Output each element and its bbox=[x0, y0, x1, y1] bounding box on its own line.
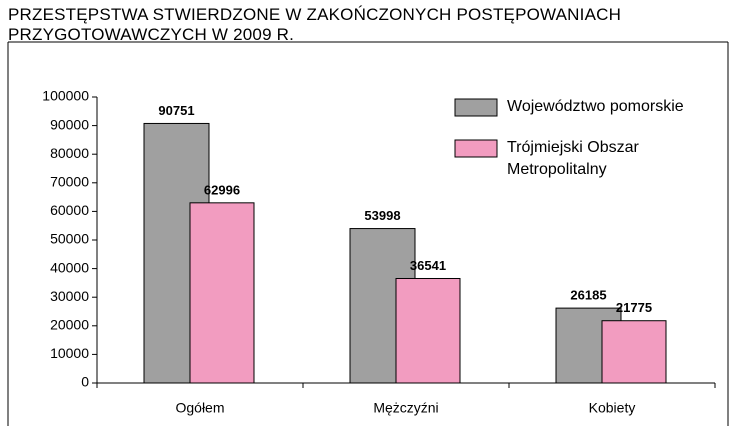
x-tick-label: Mężczyźni bbox=[373, 400, 438, 416]
bar bbox=[395, 277, 461, 384]
y-tick-label: 60000 bbox=[50, 202, 89, 218]
y-tick-label: 70000 bbox=[50, 174, 89, 190]
legend-label: Trójmiejski Obszar Metropolitalny bbox=[507, 139, 639, 178]
legend-swatch bbox=[454, 98, 498, 117]
value-label: 53998 bbox=[364, 208, 400, 223]
bar bbox=[601, 320, 667, 384]
bar bbox=[189, 202, 255, 384]
x-tick-label: Ogółem bbox=[175, 400, 224, 416]
value-label: 21775 bbox=[616, 300, 652, 315]
y-tick-label: 30000 bbox=[50, 288, 89, 304]
y-tick-label: 50000 bbox=[50, 231, 89, 247]
value-label: 90751 bbox=[158, 103, 194, 118]
y-tick-label: 0 bbox=[81, 374, 89, 390]
chart-title: PRZESTĘPSTWA STWIERDZONE W ZAKOŃCZONYCH … bbox=[8, 5, 622, 44]
value-label: 62996 bbox=[204, 182, 240, 197]
x-tick-label: Kobiety bbox=[589, 400, 636, 416]
y-tick-label: 90000 bbox=[50, 116, 89, 132]
legend-label: Województwo pomorskie bbox=[507, 98, 684, 115]
y-tick-label: 100000 bbox=[42, 88, 89, 104]
value-label: 36541 bbox=[410, 258, 446, 273]
value-label: 26185 bbox=[570, 288, 606, 303]
y-tick-label: 10000 bbox=[50, 345, 89, 361]
y-tick-label: 80000 bbox=[50, 145, 89, 161]
y-tick-label: 40000 bbox=[50, 259, 89, 275]
legend-swatch bbox=[454, 139, 498, 158]
y-tick-label: 20000 bbox=[50, 317, 89, 333]
